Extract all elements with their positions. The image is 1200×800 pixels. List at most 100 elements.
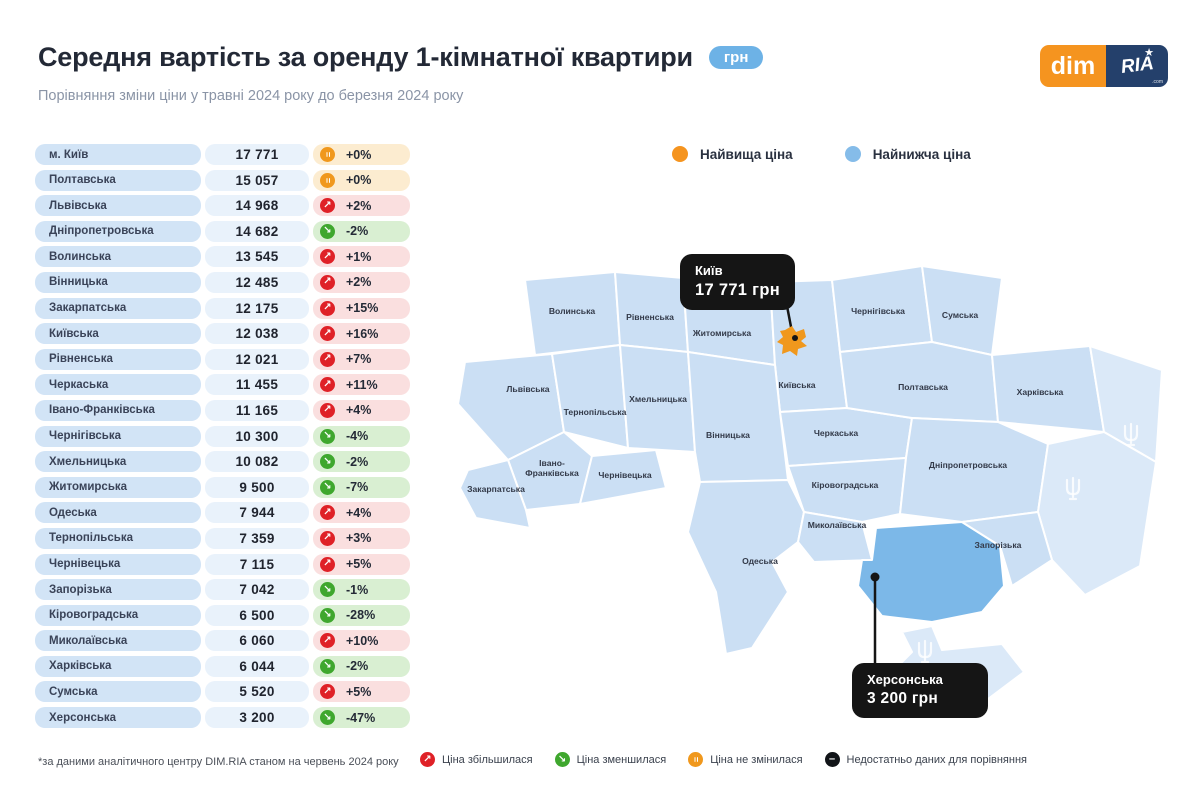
region-name-cell: Кіровоградська	[35, 604, 201, 626]
change-up-icon: ↗	[320, 300, 335, 316]
change-up-icon: ↗	[320, 274, 335, 290]
legend-item-label: Ціна зменшилася	[576, 753, 667, 766]
region-name-cell: Волинська	[35, 246, 201, 268]
change-value: -2%	[346, 659, 369, 674]
change-down-icon: ↘	[320, 479, 335, 495]
change-cell: ↗ +7%	[313, 348, 410, 370]
legend-item-label: Ціна збільшилася	[442, 753, 533, 766]
region-name-cell: Дніпропетровська	[35, 220, 201, 242]
change-up-icon: ↗	[320, 633, 335, 649]
change-up-icon: ↗	[320, 198, 335, 214]
change-up-icon: ↗	[320, 351, 335, 367]
kyiv-tooltip: Київ 17 771 грн	[680, 254, 795, 310]
page-title: Середня вартість за оренду 1-кімнатної к…	[38, 42, 693, 72]
table-row: Одеська 7 944 ↗ +4%	[35, 502, 410, 524]
legend-item-nodata: – Недостатньо даних для порівняння	[824, 752, 1027, 767]
legend-item-up: ↗ Ціна збільшилася	[420, 752, 533, 767]
change-value: -28%	[346, 608, 376, 623]
map-region-label: Сумська	[942, 310, 978, 320]
price-cell: 12 175	[205, 297, 309, 319]
map-region-label: Київська	[778, 380, 815, 390]
price-cell: 7 115	[205, 553, 309, 575]
change-value: -2%	[346, 224, 369, 239]
change-cell: ↘ -2%	[313, 451, 410, 473]
region-zaporizka	[961, 511, 1053, 587]
map-labels: Волинська Рівненська Житомирська Чернігівсь…	[467, 306, 1063, 566]
legend-item-same: = Ціна не змінилася	[688, 752, 803, 767]
change-value: +2%	[346, 275, 372, 290]
table-row: м. Київ 17 771 = +0%	[35, 144, 410, 165]
map-region-label: Чернівецька	[598, 470, 651, 480]
region-name-cell: Чернівецька	[35, 553, 201, 575]
change-value: +15%	[346, 301, 379, 316]
map-legend: Найвища ціна Найнижча ціна	[672, 146, 971, 162]
highest-price-dot-icon	[672, 146, 688, 162]
region-zakarpatska	[459, 459, 531, 529]
legend-item-down: ↘ Ціна зменшилася	[554, 752, 667, 767]
change-value: +1%	[346, 249, 372, 264]
table-row: Сумська 5 520 ↗ +5%	[35, 681, 410, 703]
change-up-icon: ↗	[320, 505, 335, 521]
table-row: Житомирська 9 500 ↘ -7%	[35, 476, 410, 498]
change-cell: = +0%	[313, 144, 410, 165]
table-row: Рівненська 12 021 ↗ +7%	[35, 348, 410, 370]
table-row: Тернопільська 7 359 ↗ +3%	[35, 527, 410, 549]
map-region-label: Миколаївська	[808, 520, 867, 530]
star-icon: ★	[1144, 47, 1154, 59]
region-chernivetska	[579, 449, 667, 505]
change-up-icon: ↗	[320, 249, 335, 265]
kherson-tooltip: Херсонська 3 200 грн	[852, 663, 988, 718]
map-region-label: Тернопільська	[564, 407, 627, 417]
region-name-cell: Житомирська	[35, 476, 201, 498]
map-region-label: Житомирська	[692, 328, 752, 338]
price-cell: 12 485	[205, 271, 309, 293]
map-region-label: Хмельницька	[629, 394, 687, 404]
map-region-label: Львівська	[506, 384, 549, 394]
table-row: Херсонська 3 200 ↘ -47%	[35, 707, 410, 729]
price-cell: 7 042	[205, 579, 309, 601]
region-name-cell: Рівненська	[35, 348, 201, 370]
change-cell: ↘ -47%	[313, 707, 410, 729]
price-cell: 12 038	[205, 323, 309, 345]
change-value: +16%	[346, 326, 379, 341]
price-cell: 3 200	[205, 707, 309, 729]
map-region-label: Вінницька	[706, 430, 750, 440]
table-row: Волинська 13 545 ↗ +1%	[35, 246, 410, 268]
price-table: м. Київ 17 771 = +0% Полтавська 15 057 = +0% Льв…	[35, 144, 410, 729]
map-region-label: Одеська	[742, 556, 778, 566]
region-name-cell: Черкаська	[35, 374, 201, 396]
change-cell: ↗ +5%	[313, 553, 410, 575]
currency-badge: грн	[708, 46, 764, 69]
legend-lowest-price: Найнижча ціна	[844, 146, 971, 162]
change-value: +0%	[346, 173, 372, 188]
change-up-icon: ↗	[320, 402, 335, 418]
change-down-icon: ↘	[320, 710, 335, 726]
region-name-cell: Тернопільська	[35, 527, 201, 549]
price-cell: 10 082	[205, 451, 309, 473]
change-value: +2%	[346, 198, 372, 213]
region-name-cell: Полтавська	[35, 169, 201, 191]
region-dnipropetrovska	[899, 417, 1049, 523]
change-cell: ↘ -1%	[313, 579, 410, 601]
map-region-label: Харківська	[1017, 387, 1064, 397]
table-row: Львівська 14 968 ↗ +2%	[35, 195, 410, 217]
kyiv-marker-dot	[792, 335, 798, 341]
change-value: -2%	[346, 454, 369, 469]
change-cell: ↗ +2%	[313, 271, 410, 293]
change-value: -1%	[346, 582, 369, 597]
price-cell: 10 300	[205, 425, 309, 447]
region-name-cell: Запорізька	[35, 579, 201, 601]
price-cell: 6 500	[205, 604, 309, 626]
region-name-cell: Хмельницька	[35, 451, 201, 473]
map-region-label: Дніпропетровська	[929, 460, 1007, 470]
change-up-icon: ↗	[320, 326, 335, 342]
map-region-label: Рівненська	[626, 312, 674, 322]
change-cell: ↗ +11%	[313, 374, 410, 396]
change-value: -4%	[346, 429, 369, 444]
table-row: Івано-Франківська 11 165 ↗ +4%	[35, 399, 410, 421]
map-region-label: Полтавська	[898, 382, 948, 392]
price-cell: 7 359	[205, 527, 309, 549]
map-region-label: Кіровоградська	[812, 480, 879, 490]
footnote: *за даними аналітичного центру DIM.RIA с…	[38, 756, 399, 768]
change-down-icon: ↘	[320, 223, 335, 239]
